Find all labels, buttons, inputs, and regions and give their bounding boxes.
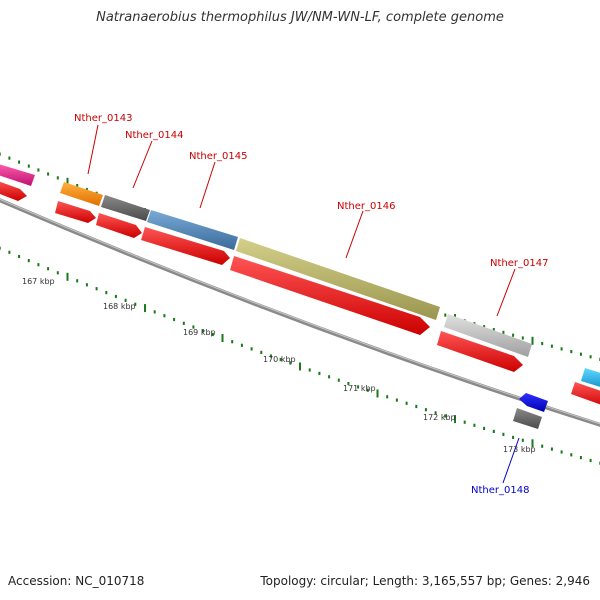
cds-arrow xyxy=(141,227,230,265)
kbp-label: 169 kbp xyxy=(183,328,216,337)
feature-bar-olive xyxy=(236,238,440,320)
topology-summary: Topology: circular; Length: 3,165,557 bp… xyxy=(260,574,590,588)
kbp-labels: 167 kbp 168 kbp 169 kbp 170 kbp 171 kbp … xyxy=(22,277,536,454)
feature-bar-darkgray xyxy=(101,195,150,221)
feature-bar-steelblue xyxy=(147,210,238,250)
leader-nther-0147 xyxy=(496,268,516,317)
feature-bar-orange xyxy=(60,182,103,206)
cds-arrow xyxy=(437,331,523,372)
cds-arrow xyxy=(0,181,27,201)
gene-labels: Nther_0143 Nther_0144 Nther_0145 Nther_0… xyxy=(74,113,548,496)
outer-tick-row xyxy=(0,152,600,361)
cds-track xyxy=(0,181,600,405)
genome-backbone-highlight xyxy=(0,198,600,425)
leader-nther-0143 xyxy=(87,124,99,175)
feature-track xyxy=(0,164,600,429)
gene-label-nther-0147: Nther_0147 xyxy=(490,258,548,269)
cds-arrow xyxy=(55,201,96,223)
kbp-label: 171 kbp xyxy=(343,384,376,393)
kbp-label: 172 kbp xyxy=(423,413,456,422)
gene-leaders xyxy=(87,124,520,484)
map-title: Natranaerobius thermophilus JW/NM-WN-LF,… xyxy=(96,10,504,25)
accession-text: Accession: NC_010718 xyxy=(8,574,145,588)
cds-arrow xyxy=(571,382,600,405)
leader-nther-0146 xyxy=(345,210,364,259)
leader-nther-0148 xyxy=(502,437,520,484)
feature-bar-cyan xyxy=(581,368,600,387)
gene-label-nther-0144: Nther_0144 xyxy=(125,130,183,141)
gene-label-nther-0146: Nther_0146 xyxy=(337,201,395,212)
inner-tick-row xyxy=(0,246,600,465)
kbp-label: 173 kbp xyxy=(503,445,536,454)
kbp-label: 170 kbp xyxy=(263,355,296,364)
genome-backbone xyxy=(0,198,600,427)
feature-bar-lightgray xyxy=(444,314,532,357)
feature-arrow-blue xyxy=(519,393,548,412)
cds-arrow xyxy=(230,256,430,335)
kbp-label: 168 kbp xyxy=(103,302,136,311)
feature-bar-magenta xyxy=(0,164,35,186)
kbp-label: 167 kbp xyxy=(22,277,55,286)
gene-label-nther-0143: Nther_0143 xyxy=(74,113,132,124)
gene-label-nther-0145: Nther_0145 xyxy=(189,151,247,162)
leader-nther-0144 xyxy=(132,140,153,189)
gene-label-nther-0148: Nther_0148 xyxy=(471,485,529,496)
cds-arrow xyxy=(96,213,142,238)
leader-nther-0145 xyxy=(199,161,216,209)
feature-bar-darkgray-2 xyxy=(513,408,542,429)
